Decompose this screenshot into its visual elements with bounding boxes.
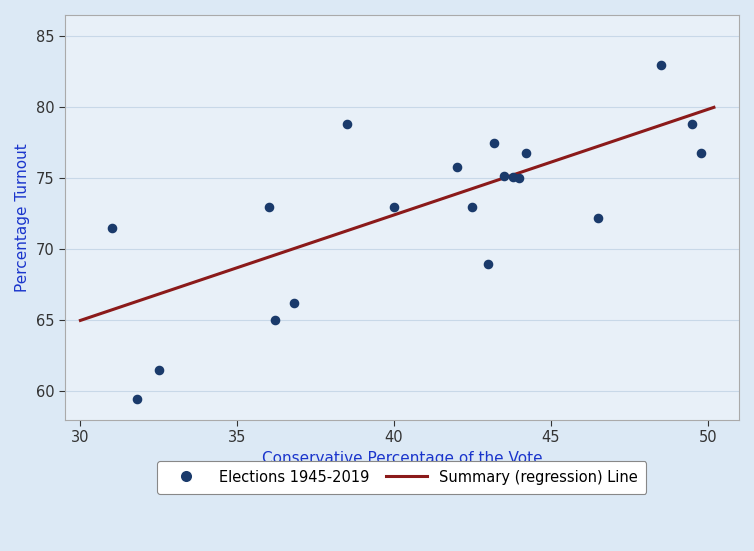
Point: [695, 148, 707, 157]
Point: [467, 202, 479, 211]
Point: [262, 202, 274, 211]
Point: [654, 60, 667, 69]
Point: [686, 120, 698, 129]
Point: [507, 172, 520, 181]
Legend: Elections 1945-2019, Summary (regression) Line: Elections 1945-2019, Summary (regression…: [158, 461, 646, 494]
Y-axis label: Percentage Turnout: Percentage Turnout: [15, 143, 30, 292]
Point: [451, 163, 463, 171]
Point: [153, 366, 165, 375]
Point: [482, 259, 494, 268]
Point: [388, 202, 400, 211]
Point: [287, 299, 299, 308]
Point: [341, 120, 353, 129]
Point: [520, 148, 532, 157]
Point: [131, 394, 143, 403]
Point: [489, 138, 501, 147]
Point: [269, 316, 281, 325]
Point: [106, 224, 118, 233]
X-axis label: Conservative Percentage of the Vote: Conservative Percentage of the Vote: [262, 451, 542, 466]
Point: [513, 174, 526, 183]
Point: [498, 171, 510, 180]
Point: [592, 214, 604, 223]
